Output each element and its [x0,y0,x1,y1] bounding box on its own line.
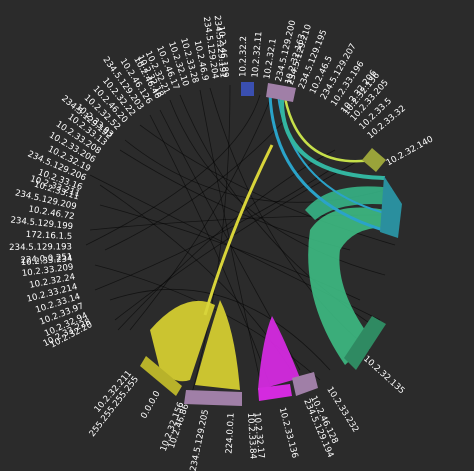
node-label: 172.16.1.5 [26,230,73,242]
yellow-thin-chord [203,144,274,316]
node-label: 10.2.32.11 [250,31,264,78]
cyan-ribbon [268,94,391,234]
arc-10-2-32-17 [292,372,318,396]
arc-255-255-255-255 [140,356,182,396]
arc-10-2-32-140 [362,148,386,172]
yellow-ribbon [150,300,215,382]
green-ribbon-top [305,186,392,220]
yellow-ribbon-2 [195,300,240,390]
node-label: 224.0.0.251 [20,252,73,266]
arc-224-0-0-1 [258,384,292,401]
node-label: 10.2.32.2 [238,36,249,77]
node-label: 10.2.32.140 [385,134,435,168]
arc-10-2-32-1 [266,83,296,102]
node-label: 10.2.33.84 [245,412,258,459]
arc-10-2-32-135 [344,316,386,370]
node-label: 10.2.32.17 [251,412,266,459]
node-label: 10.2.46.189 [215,25,229,78]
green-ribbon [308,207,390,365]
lime-ribbon [283,97,373,163]
arc-0-0-0-0 [184,390,242,406]
node-label: 10.2.33.234 [20,254,73,268]
teal-ribbon [279,97,386,180]
node-label: 10.2.33.136 [277,406,300,459]
magenta-ribbon [258,316,300,390]
arc-10-2-32-136 [380,176,402,238]
arc-10-2-32-2 [241,82,254,96]
labels-top: 10.2.32.2 10.2.32.1110.2.32.1234.5.129.20… [238,19,407,141]
node-label: 10.2.32.135 [361,354,406,396]
node-label: 234.5.129.205 [189,409,212,471]
node-label: 224.0.0.1 [225,413,237,454]
node-label: 234.5.129.193 [9,242,72,253]
labels-bottom: 10.2.33.232234.5.129.19410.2.33.13610.2.… [88,375,361,471]
node-arcs [140,82,402,406]
node-label: 0.0.0.0 [139,389,162,420]
